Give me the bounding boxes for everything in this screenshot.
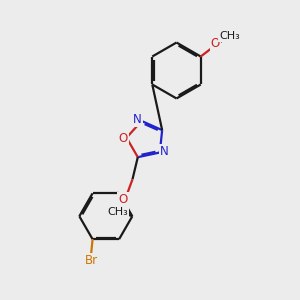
Text: O: O: [118, 193, 128, 206]
Text: Br: Br: [85, 254, 98, 267]
Text: N: N: [133, 113, 142, 126]
Text: CH₃: CH₃: [219, 31, 240, 40]
Text: CH₃: CH₃: [107, 206, 128, 217]
Text: O: O: [118, 132, 127, 145]
Text: O: O: [211, 37, 220, 50]
Text: N: N: [160, 146, 169, 158]
